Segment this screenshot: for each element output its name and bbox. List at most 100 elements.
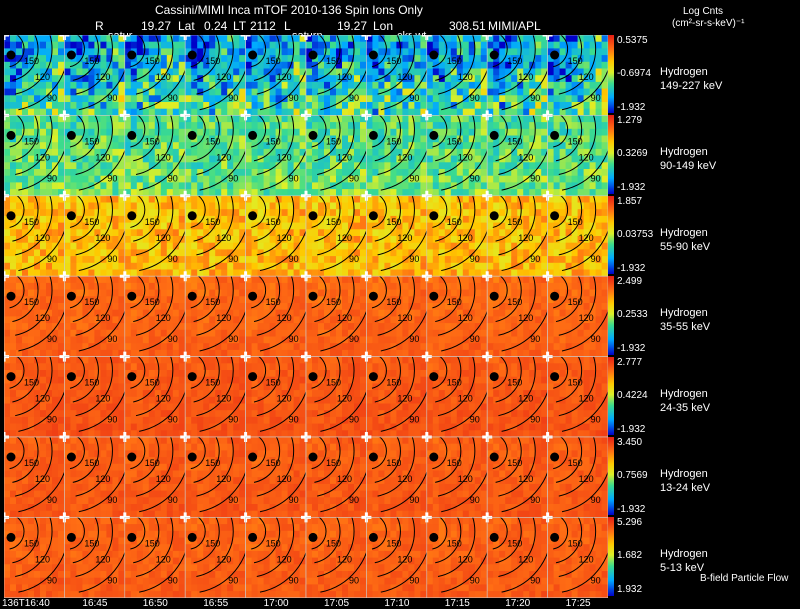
pixel-block (275, 95, 283, 103)
pixel-block (487, 209, 494, 217)
pixel-block (306, 222, 313, 230)
pixel-block (541, 35, 548, 43)
pixel-block (227, 269, 234, 277)
pixel-block (185, 55, 192, 63)
pixel-block (420, 289, 427, 297)
pixel-block (185, 155, 192, 163)
pixel-block (82, 236, 89, 244)
pixel-block (203, 323, 210, 331)
pixel-block (257, 68, 265, 76)
pixel-block (330, 329, 337, 337)
pixel-block (112, 128, 119, 136)
pixel-block (221, 269, 228, 277)
pixel-block (166, 148, 174, 157)
pixel-block (178, 61, 186, 69)
pixel-block (178, 236, 186, 244)
pixel-block (94, 122, 101, 130)
pixel-block (124, 81, 132, 90)
pixel-block (402, 128, 409, 136)
pixel-block (124, 148, 132, 157)
pixel-block (76, 222, 83, 230)
pixel-block (233, 88, 240, 96)
pixel-block (4, 95, 11, 103)
pixel-block (330, 316, 337, 324)
pixel-block (336, 61, 343, 69)
pixel-block (94, 249, 101, 257)
pixel-block (112, 95, 119, 103)
pixel-block (553, 249, 561, 257)
contour-line (139, 230, 185, 272)
pixel-block (601, 55, 608, 63)
pixel-block (541, 75, 548, 83)
pixel-block (197, 256, 204, 264)
contour-line (437, 35, 476, 95)
planet-marker (550, 211, 560, 221)
pixel-block (197, 48, 204, 56)
pixel-block (257, 323, 265, 331)
pixel-block (172, 128, 180, 136)
pixel-block (511, 229, 518, 237)
pixel-block (142, 256, 150, 264)
pixel-block (263, 296, 271, 304)
pixel-block (462, 289, 470, 297)
pixel-block (306, 336, 313, 344)
pixel-block (227, 88, 234, 96)
pixel-block (136, 323, 144, 331)
pixel-block (360, 222, 367, 230)
contour-label: 150 (205, 136, 220, 146)
contour-line (553, 195, 569, 228)
pixel-block (58, 296, 65, 304)
pixel-block (354, 249, 361, 257)
pixel-block (154, 289, 162, 297)
pixel-block (444, 269, 452, 277)
pixel-block (52, 215, 59, 224)
pixel-block (547, 242, 555, 250)
pixel-block (517, 88, 524, 96)
pixel-block (306, 48, 313, 56)
pixel-block (106, 256, 113, 264)
pixel-block (529, 128, 536, 136)
pixel-block (565, 41, 573, 49)
pixel-block (402, 222, 409, 230)
pixel-block (40, 155, 47, 163)
pixel-block (474, 182, 482, 190)
pixel-block (511, 195, 518, 203)
pixel-block (215, 316, 222, 324)
pixel-block (239, 303, 246, 311)
pixel-block (112, 142, 119, 150)
pixel-block (601, 269, 608, 277)
pixel-block (450, 189, 458, 197)
contour-line (130, 195, 146, 228)
pixel-block (372, 202, 379, 210)
pixel-block (10, 349, 17, 358)
pixel-block (366, 236, 373, 244)
pixel-block (450, 169, 458, 177)
pixel-block (233, 142, 240, 150)
pixel-block (372, 323, 379, 331)
pixel-block (118, 222, 125, 230)
planet-marker (368, 291, 378, 301)
pixel-block (420, 336, 427, 344)
contour-line (553, 35, 569, 68)
pixel-block (299, 135, 307, 143)
contour-label: 150 (568, 217, 583, 227)
pixel-block (275, 329, 283, 337)
pixel-block (142, 35, 150, 43)
pixel-block (444, 128, 452, 136)
pixel-block (124, 329, 132, 337)
pixel-block (263, 262, 271, 270)
pixel-block (378, 108, 385, 116)
pixel-block (336, 316, 343, 324)
pixel-block (233, 236, 240, 244)
pixel-block (306, 242, 313, 250)
pixel-block (118, 81, 125, 90)
pixel-block (203, 276, 210, 284)
pixel-block (118, 135, 125, 143)
pixel-block (40, 88, 47, 96)
pixel-block (124, 115, 132, 123)
pixel-block (493, 169, 500, 177)
pixel-block (22, 195, 29, 203)
pixel-block (88, 162, 95, 170)
pixel-block (100, 55, 107, 63)
